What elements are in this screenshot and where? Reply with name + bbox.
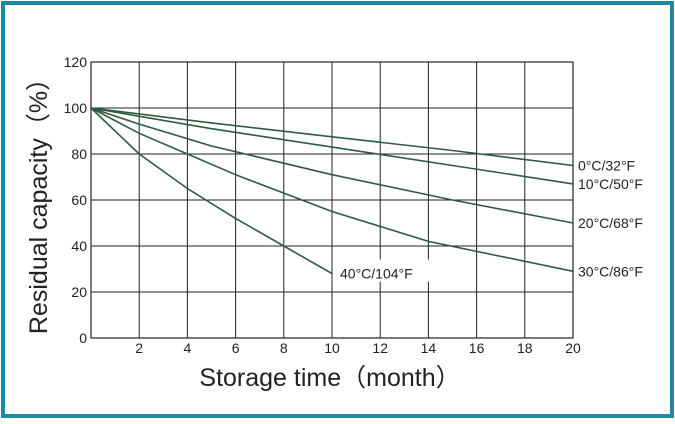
x-tick-label: 2 bbox=[135, 340, 143, 356]
x-tick-label: 20 bbox=[565, 340, 581, 356]
y-tick-label: 0 bbox=[79, 330, 87, 346]
x-tick-label: 16 bbox=[469, 340, 485, 356]
x-tick-label: 14 bbox=[421, 340, 437, 356]
y-tick-label: 20 bbox=[71, 284, 87, 300]
x-tick-label: 4 bbox=[184, 340, 192, 356]
x-axis-label: Storage time（month） bbox=[199, 364, 460, 392]
series-label: 30°C/86°F bbox=[578, 263, 643, 279]
y-axis-label: Residual capacity（%） bbox=[25, 66, 53, 334]
y-tick-label: 100 bbox=[64, 100, 88, 116]
curves bbox=[90, 107, 574, 275]
x-tick-label: 12 bbox=[372, 340, 388, 356]
series-line bbox=[90, 107, 333, 275]
series-label-background bbox=[337, 259, 441, 282]
series-label: 10°C/50°F bbox=[578, 176, 643, 192]
series-line bbox=[90, 107, 574, 185]
series-label: 20°C/68°F bbox=[578, 215, 643, 231]
x-tick-label: 10 bbox=[324, 340, 340, 356]
x-tick-label: 8 bbox=[280, 340, 288, 356]
series-label: 0°C/32°F bbox=[578, 158, 635, 174]
y-tick-label: 60 bbox=[71, 192, 87, 208]
grid bbox=[90, 61, 574, 339]
x-tick-label: 18 bbox=[517, 340, 533, 356]
series-line bbox=[90, 107, 574, 273]
series-line bbox=[90, 107, 574, 167]
x-tick-label: 6 bbox=[232, 340, 240, 356]
series-line bbox=[90, 107, 574, 224]
tick-labels: 0 20 40 60 80 100 120 2 4 6 8 10 12 14 16 18 20 bbox=[64, 54, 581, 356]
y-tick-label: 40 bbox=[71, 238, 87, 254]
series-label: 40°C/104°F bbox=[340, 266, 413, 282]
y-tick-label: 120 bbox=[64, 54, 88, 70]
y-tick-label: 80 bbox=[71, 146, 87, 162]
series-labels: 0°C/32°F 10°C/50°F 20°C/68°F 30°C/86°F 40°C/… bbox=[337, 158, 643, 282]
